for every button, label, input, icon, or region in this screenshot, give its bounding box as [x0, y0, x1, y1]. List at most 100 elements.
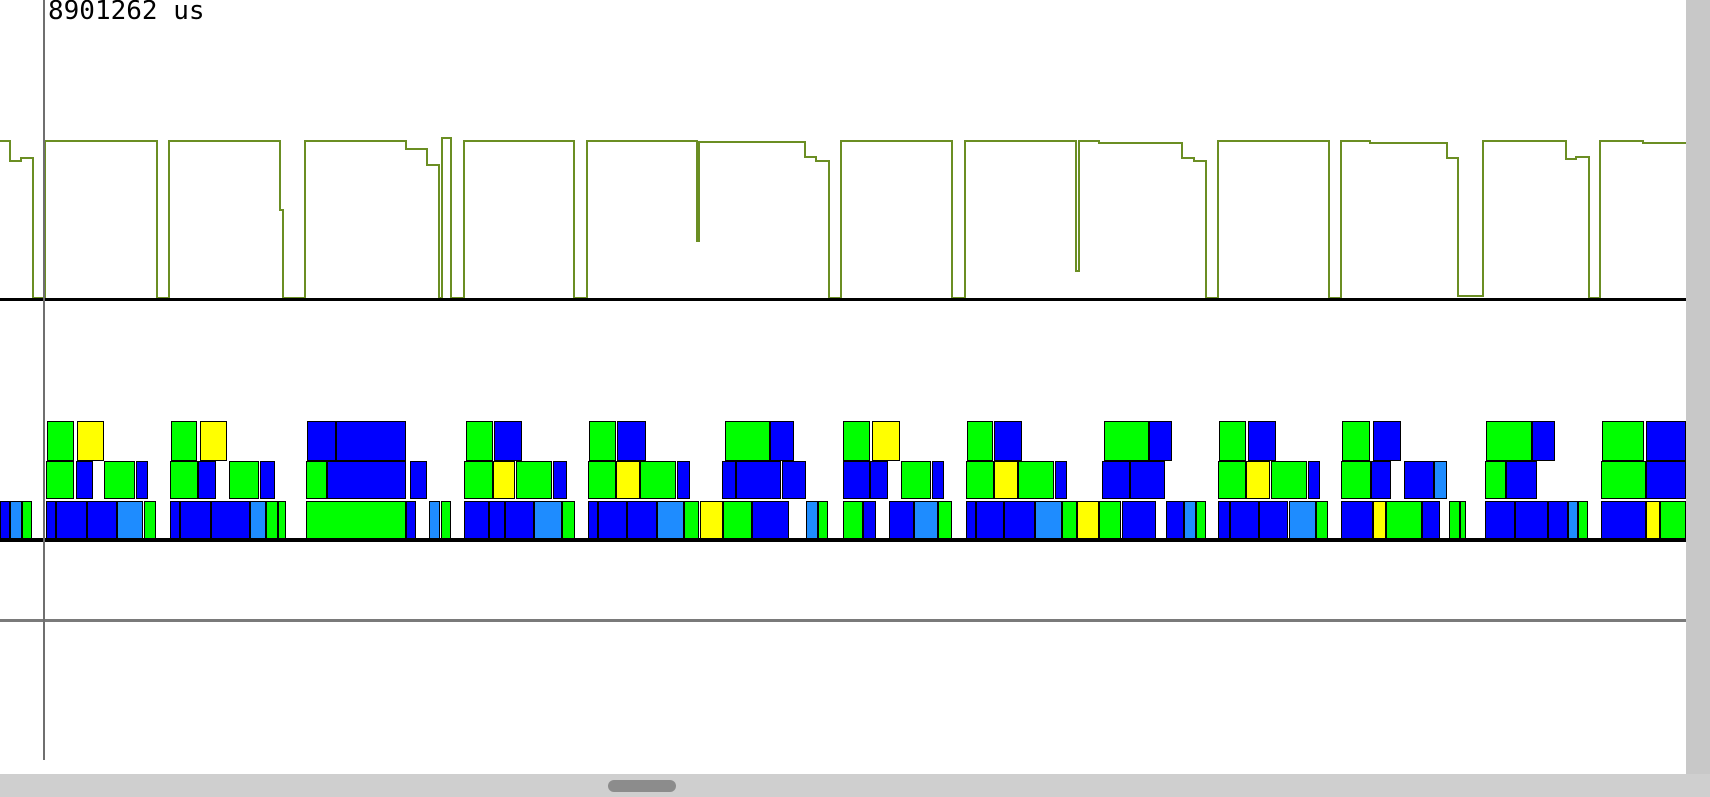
task-block: [616, 461, 640, 499]
task-block: [77, 421, 104, 461]
task-block: [56, 501, 87, 539]
task-block: [588, 461, 616, 499]
task-block: [1532, 421, 1555, 461]
task-block: [657, 501, 684, 539]
task-block: [429, 501, 440, 539]
task-block: [505, 501, 534, 539]
task-block: [1259, 501, 1288, 539]
blocks-baseline: [0, 538, 1686, 542]
task-block: [1601, 461, 1646, 499]
task-blocks: [0, 421, 1686, 539]
task-block: [627, 501, 657, 539]
task-block: [1035, 501, 1062, 539]
task-block: [1166, 501, 1184, 539]
task-block: [1149, 421, 1172, 461]
task-block: [589, 421, 616, 461]
task-block: [843, 501, 863, 539]
task-block: [598, 501, 627, 539]
task-block: [1548, 501, 1568, 539]
task-block: [770, 421, 794, 461]
task-block: [994, 421, 1022, 461]
task-block: [1018, 461, 1054, 499]
task-block: [1578, 501, 1588, 539]
task-block: [46, 501, 56, 539]
task-block: [1568, 501, 1578, 539]
task-block: [306, 501, 406, 539]
task-block: [1218, 461, 1246, 499]
task-block: [1104, 421, 1149, 461]
task-block: [1102, 461, 1130, 499]
task-block: [266, 501, 278, 539]
task-block: [1434, 461, 1447, 499]
task-block: [76, 461, 93, 499]
task-block: [1130, 461, 1165, 499]
task-block: [1602, 421, 1644, 461]
task-block: [87, 501, 117, 539]
task-block: [1422, 501, 1440, 539]
task-block: [1122, 501, 1156, 539]
vertical-scrollbar[interactable]: [1686, 0, 1710, 774]
task-block: [700, 501, 723, 539]
task-block: [562, 501, 575, 539]
task-block: [752, 501, 789, 539]
task-block: [966, 461, 994, 499]
timeline-viewport[interactable]: 8901262 us: [0, 0, 1686, 774]
task-block: [1289, 501, 1316, 539]
activity-waveform: [0, 137, 1686, 299]
task-block: [534, 501, 562, 539]
task-block: [1184, 501, 1196, 539]
task-block: [493, 461, 515, 499]
task-block: [516, 461, 552, 499]
task-block: [250, 501, 266, 539]
task-block: [307, 421, 336, 461]
task-block: [872, 421, 900, 461]
task-block: [1341, 461, 1371, 499]
task-block: [677, 461, 690, 499]
task-block: [723, 501, 752, 539]
task-block: [553, 461, 567, 499]
horizontal-scroll-thumb[interactable]: [608, 780, 676, 792]
waveform-baseline: [0, 298, 1686, 301]
task-block: [932, 461, 944, 499]
task-block: [46, 461, 74, 499]
task-block: [171, 421, 197, 461]
task-block: [180, 501, 211, 539]
task-block: [200, 421, 227, 461]
horizontal-scrollbar[interactable]: [0, 774, 1710, 797]
task-block: [198, 461, 216, 499]
task-block: [684, 501, 699, 539]
task-block: [327, 461, 406, 499]
task-block: [1404, 461, 1434, 499]
task-block: [1485, 501, 1515, 539]
task-block: [843, 461, 870, 499]
task-block: [1196, 501, 1206, 539]
task-block: [818, 501, 828, 539]
task-block: [1246, 461, 1270, 499]
task-block: [889, 501, 914, 539]
task-block: [1371, 461, 1391, 499]
task-block: [1460, 501, 1466, 539]
task-block: [1646, 421, 1686, 461]
task-block: [1601, 501, 1646, 539]
task-block: [966, 501, 976, 539]
task-block: [278, 501, 286, 539]
task-block: [1055, 461, 1067, 499]
task-block: [1218, 501, 1230, 539]
task-block: [1316, 501, 1328, 539]
task-block: [406, 501, 416, 539]
task-block: [117, 501, 143, 539]
task-block: [1485, 461, 1506, 499]
task-block: [170, 461, 198, 499]
task-block: [136, 461, 148, 499]
task-block: [1230, 501, 1259, 539]
task-block: [441, 501, 451, 539]
time-cursor[interactable]: [43, 0, 45, 760]
task-block: [306, 461, 327, 499]
task-block: [976, 501, 1004, 539]
task-block: [870, 461, 888, 499]
task-block: [1646, 501, 1660, 539]
task-block: [843, 421, 870, 461]
task-block: [1486, 421, 1532, 461]
cursor-time-label: 8901262 us: [48, 0, 205, 26]
task-block: [1004, 501, 1035, 539]
